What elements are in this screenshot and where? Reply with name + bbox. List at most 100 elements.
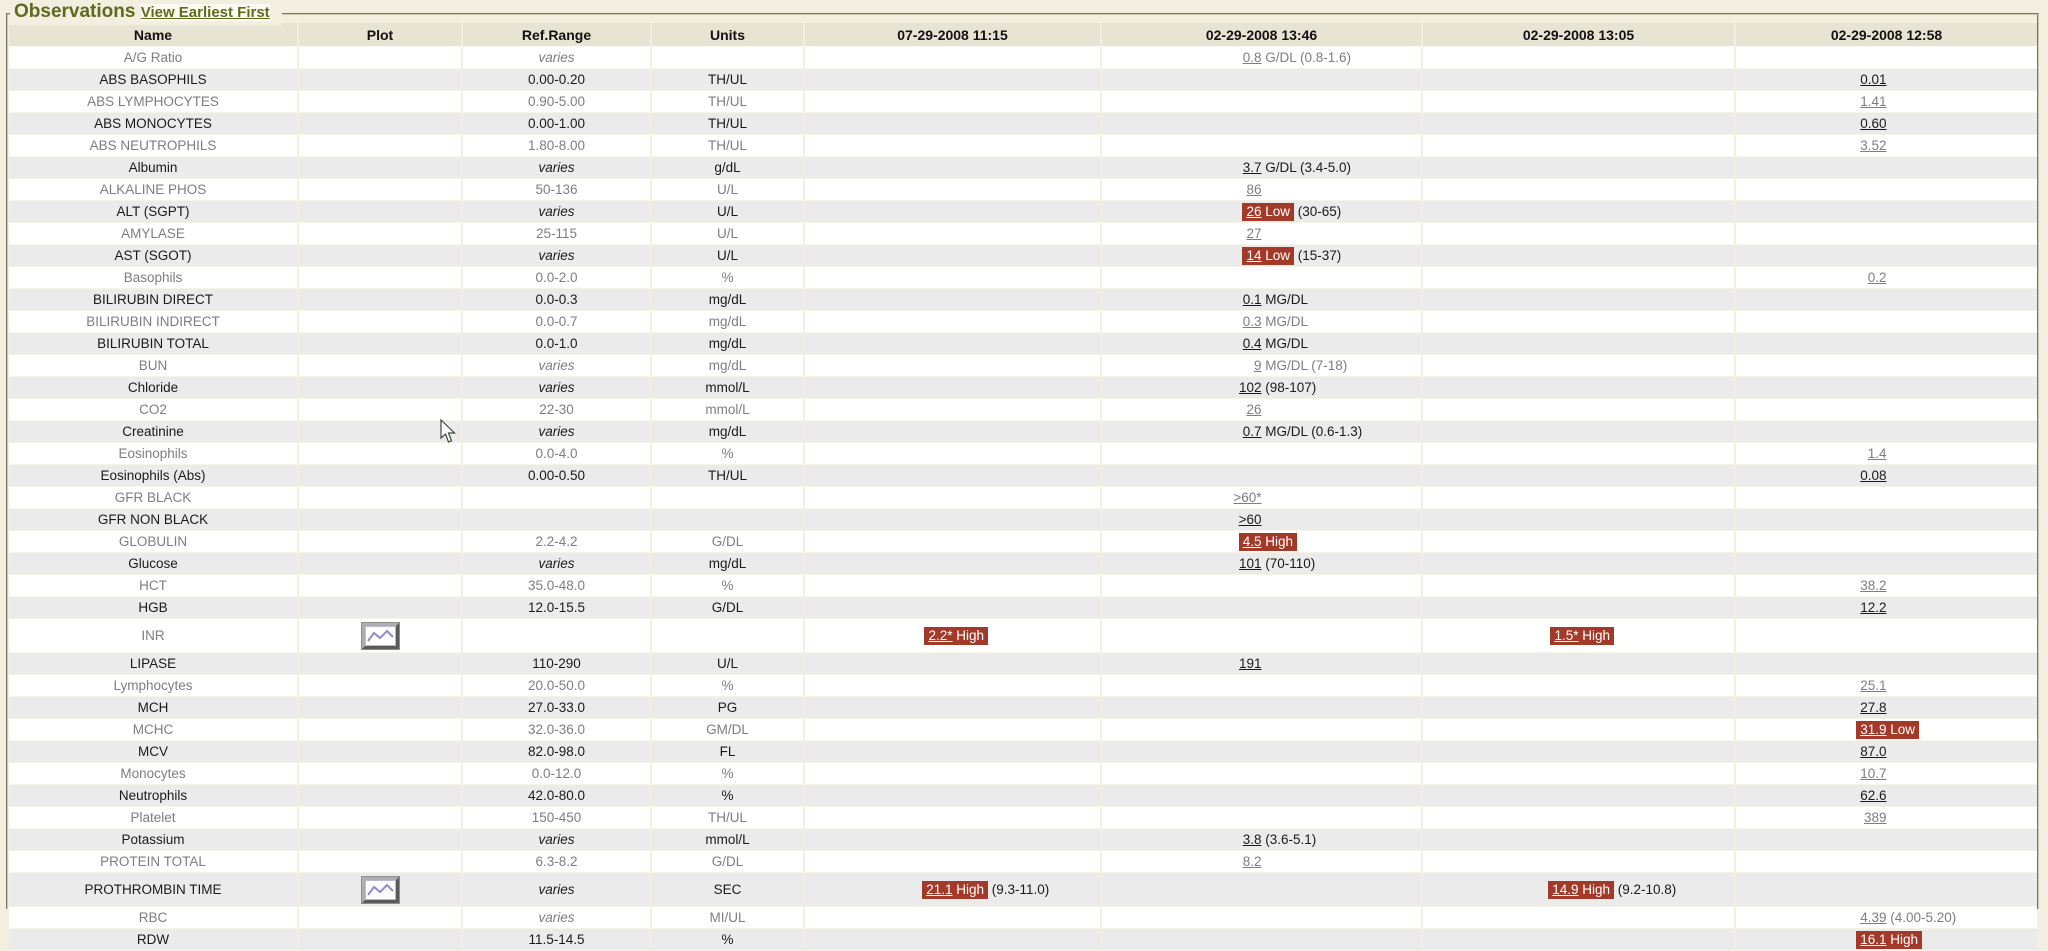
units: U/L [652, 223, 805, 245]
result-cell [1736, 619, 2037, 653]
table-row: ABS MONOCYTES 0.00-1.00 TH/UL 0.60 [9, 113, 2037, 135]
result-suffix: (30-65) [1294, 204, 1342, 219]
result-cell [1102, 91, 1423, 113]
result-cell: 1.5* High [1423, 619, 1736, 653]
units: G/DL [652, 531, 805, 553]
result-value-link[interactable]: 87.0 [1860, 744, 1887, 759]
result-value-link[interactable]: 10.7 [1860, 766, 1887, 781]
result-cell [1102, 807, 1423, 829]
result-cell [805, 421, 1102, 443]
result-value-link[interactable]: 12.2 [1860, 600, 1887, 615]
table-row: BUN varies mg/dL 9 MG/DL (7-18) [9, 355, 2037, 377]
units: % [652, 763, 805, 785]
result-value-link[interactable]: 191 [1238, 656, 1262, 671]
result-cell [805, 135, 1102, 157]
result-value-link[interactable]: 4.39 [1860, 910, 1887, 925]
table-row: BILIRUBIN INDIRECT 0.0-0.7 mg/dL 0.3 MG/DL [9, 311, 2037, 333]
result-cell [805, 807, 1102, 829]
result-cell: 27 [1102, 223, 1423, 245]
result-value-link[interactable]: 26 [1246, 204, 1262, 219]
result-suffix: (70-110) [1261, 556, 1316, 571]
view-earliest-first-link[interactable]: View Earliest First [140, 4, 270, 21]
result-cell: 1.41 [1736, 91, 2037, 113]
result-value-link[interactable]: 1.5* [1554, 628, 1579, 643]
ref-range: varies [463, 355, 652, 377]
result-value-link[interactable]: 0.01 [1860, 72, 1887, 87]
observation-name: BUN [9, 355, 299, 377]
observation-name: BILIRUBIN DIRECT [9, 289, 299, 311]
result-value-link[interactable]: 86 [1246, 182, 1262, 197]
plot-cell [299, 829, 463, 851]
result-value-link[interactable]: 0.2 [1867, 270, 1887, 285]
plot-cell [299, 575, 463, 597]
ref-range: 6.3-8.2 [463, 851, 652, 873]
observation-name: ALT (SGPT) [9, 201, 299, 223]
result-suffix: (15-37) [1294, 248, 1342, 263]
result-cell [1102, 575, 1423, 597]
units: U/L [652, 245, 805, 267]
result-cell [1423, 719, 1736, 741]
result-value-link[interactable]: 3.52 [1860, 138, 1887, 153]
result-cell [1736, 399, 2037, 421]
result-value-link[interactable]: >60* [1233, 490, 1262, 505]
result-value-link[interactable]: 0.8 [1242, 50, 1262, 65]
result-cell [1423, 289, 1736, 311]
result-value-link[interactable]: 31.9 [1860, 722, 1887, 737]
units: % [652, 675, 805, 697]
ref-range: 0.0-12.0 [463, 763, 652, 785]
result-value-link[interactable]: >60 [1238, 512, 1262, 527]
table-row: PROTEIN TOTAL 6.3-8.2 G/DL 8.2 [9, 851, 2037, 873]
result-value-link[interactable]: 14 [1246, 248, 1262, 263]
result-cell [1423, 851, 1736, 873]
ref-range: varies [463, 377, 652, 399]
result-value-link[interactable]: 0.3 [1242, 314, 1262, 329]
result-value-link[interactable]: 26 [1246, 402, 1262, 417]
result-value-link[interactable]: 27 [1246, 226, 1262, 241]
result-value-link[interactable]: 9 [1253, 358, 1262, 373]
result-value-link[interactable]: 0.4 [1242, 336, 1262, 351]
result-value-link[interactable]: 389 [1863, 810, 1887, 825]
result-value-link[interactable]: 16.1 [1860, 932, 1887, 947]
result-cell [1423, 223, 1736, 245]
plot-cell [299, 807, 463, 829]
abnormal-badge: 16.1 [1856, 931, 1887, 949]
result-value-link[interactable]: 1.41 [1860, 94, 1887, 109]
abnormal-badge: 26 [1242, 203, 1262, 221]
ref-range: 0.0-4.0 [463, 443, 652, 465]
sparkline-icon[interactable] [360, 875, 400, 904]
ref-range: varies [463, 47, 652, 69]
result-cell [1423, 487, 1736, 509]
result-value-link[interactable]: 38.2 [1860, 578, 1887, 593]
result-value-link[interactable]: 0.08 [1860, 468, 1887, 483]
result-value-link[interactable]: 0.7 [1242, 424, 1262, 439]
units: TH/UL [652, 91, 805, 113]
result-value-link[interactable]: 2.2* [928, 628, 953, 643]
result-value-link[interactable]: 0.60 [1860, 116, 1887, 131]
sparkline-icon[interactable] [360, 621, 400, 650]
result-value-link[interactable]: 8.2 [1242, 854, 1262, 869]
plot-cell [299, 697, 463, 719]
result-value-link[interactable]: 62.6 [1860, 788, 1887, 803]
plot-cell [299, 245, 463, 267]
result-value-link[interactable]: 14.9 [1552, 882, 1579, 897]
units: TH/UL [652, 69, 805, 91]
result-value-link[interactable]: 3.7 [1242, 160, 1262, 175]
result-value-link[interactable]: 0.1 [1242, 292, 1262, 307]
result-value-link[interactable]: 25.1 [1860, 678, 1887, 693]
result-cell [1423, 465, 1736, 487]
result-value-link[interactable]: 27.8 [1860, 700, 1887, 715]
units [652, 619, 805, 653]
result-value-link[interactable]: 1.4 [1867, 446, 1887, 461]
result-cell [1736, 201, 2037, 223]
plot-cell [299, 333, 463, 355]
result-value-link[interactable]: 21.1 [926, 882, 953, 897]
result-value-link[interactable]: 102 [1238, 380, 1262, 395]
result-cell [805, 597, 1102, 619]
units: G/DL [652, 851, 805, 873]
plot-cell [299, 873, 463, 907]
result-value-link[interactable]: 4.5 [1242, 534, 1262, 549]
result-value-link[interactable]: 101 [1238, 556, 1262, 571]
abnormal-flag-label: High [1578, 881, 1615, 899]
result-value-link[interactable]: 3.8 [1242, 832, 1262, 847]
ref-range: 0.00-1.00 [463, 113, 652, 135]
